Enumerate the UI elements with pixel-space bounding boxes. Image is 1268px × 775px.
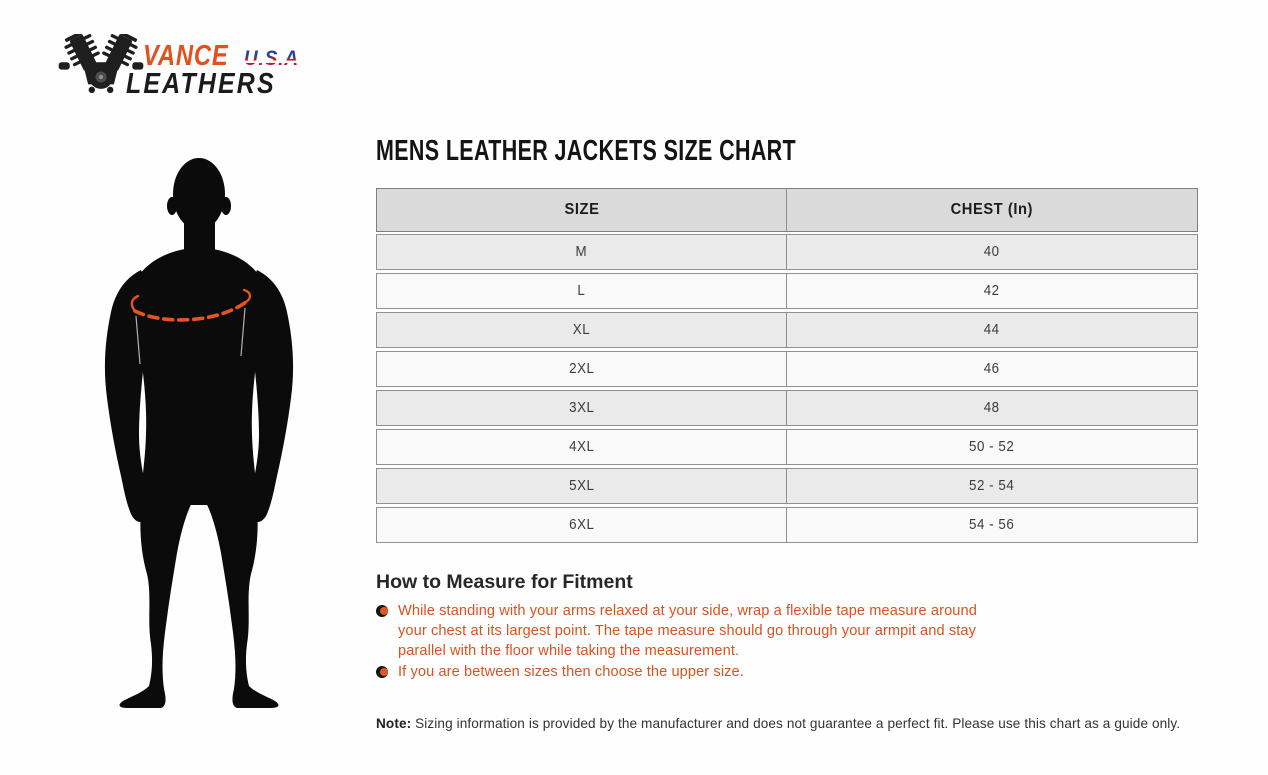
- size-cell: M: [377, 235, 787, 269]
- chest-measure-line: [130, 288, 252, 322]
- bullet-icon: [376, 605, 388, 617]
- chest-cell: 54 - 56: [969, 517, 1015, 533]
- size-cell: 4XL: [377, 430, 787, 464]
- body-silhouette-figure: [95, 150, 295, 710]
- note-text: Sizing information is provided by the ma…: [411, 716, 1181, 731]
- chest-cell: 48: [984, 400, 1000, 416]
- measure-instructions: While standing with your arms relaxed at…: [376, 601, 986, 683]
- table-row: L 42: [376, 273, 1198, 309]
- table-row: 4XL 50 - 52: [376, 429, 1198, 465]
- bullet-icon: [376, 666, 388, 678]
- list-item: If you are between sizes then choose the…: [376, 662, 986, 682]
- brand-leathers-text: LEATHERS: [126, 68, 276, 100]
- size-cell: 6XL: [377, 508, 787, 542]
- chest-cell: 42: [984, 283, 1000, 299]
- brand-vance-text: VANCE: [143, 40, 229, 72]
- chest-cell: 50 - 52: [969, 439, 1015, 455]
- howto-heading: How to Measure for Fitment: [376, 571, 633, 593]
- table-row: 3XL 48: [376, 390, 1198, 426]
- brand-name-top: VANCE U.S.A: [143, 40, 305, 73]
- size-table: SIZE CHEST (In) M 40 L 42 XL 44 2XL 46 3…: [376, 188, 1198, 546]
- instruction-text: While standing with your arms relaxed at…: [398, 603, 977, 659]
- brand-usa-text: U.S.A: [243, 47, 299, 70]
- table-row: 2XL 46: [376, 351, 1198, 387]
- chest-cell: 52 - 54: [969, 478, 1015, 494]
- size-cell: L: [377, 274, 787, 308]
- table-row: M 40: [376, 234, 1198, 270]
- brand-logo: VANCE U.S.A LEATHERS: [55, 32, 315, 101]
- table-row: XL 44: [376, 312, 1198, 348]
- table-row: 6XL 54 - 56: [376, 507, 1198, 543]
- chest-column-header: CHEST (In): [950, 201, 1034, 218]
- chest-cell: 40: [984, 244, 1000, 260]
- chest-cell: 44: [984, 322, 1000, 338]
- disclaimer-note: Note: Sizing information is provided by …: [376, 716, 1196, 731]
- tape-edge-left: [135, 315, 141, 365]
- size-cell: 3XL: [377, 391, 787, 425]
- v-twin-engine-icon: [58, 34, 144, 94]
- page-title: MENS LEATHER JACKETS SIZE CHART: [376, 135, 797, 167]
- size-cell: 5XL: [377, 469, 787, 503]
- male-silhouette-icon: [104, 158, 294, 708]
- brand-name-bottom: LEATHERS: [126, 68, 300, 101]
- size-cell: XL: [377, 313, 787, 347]
- chest-cell: 46: [984, 361, 1000, 377]
- note-label: Note:: [376, 716, 412, 731]
- size-column-header: SIZE: [377, 189, 787, 231]
- tape-edge-right: [240, 307, 246, 357]
- instruction-text: If you are between sizes then choose the…: [398, 664, 744, 680]
- list-item: While standing with your arms relaxed at…: [376, 601, 986, 661]
- size-table-header-row: SIZE CHEST (In): [376, 188, 1198, 232]
- size-cell: 2XL: [377, 352, 787, 386]
- table-row: 5XL 52 - 54: [376, 468, 1198, 504]
